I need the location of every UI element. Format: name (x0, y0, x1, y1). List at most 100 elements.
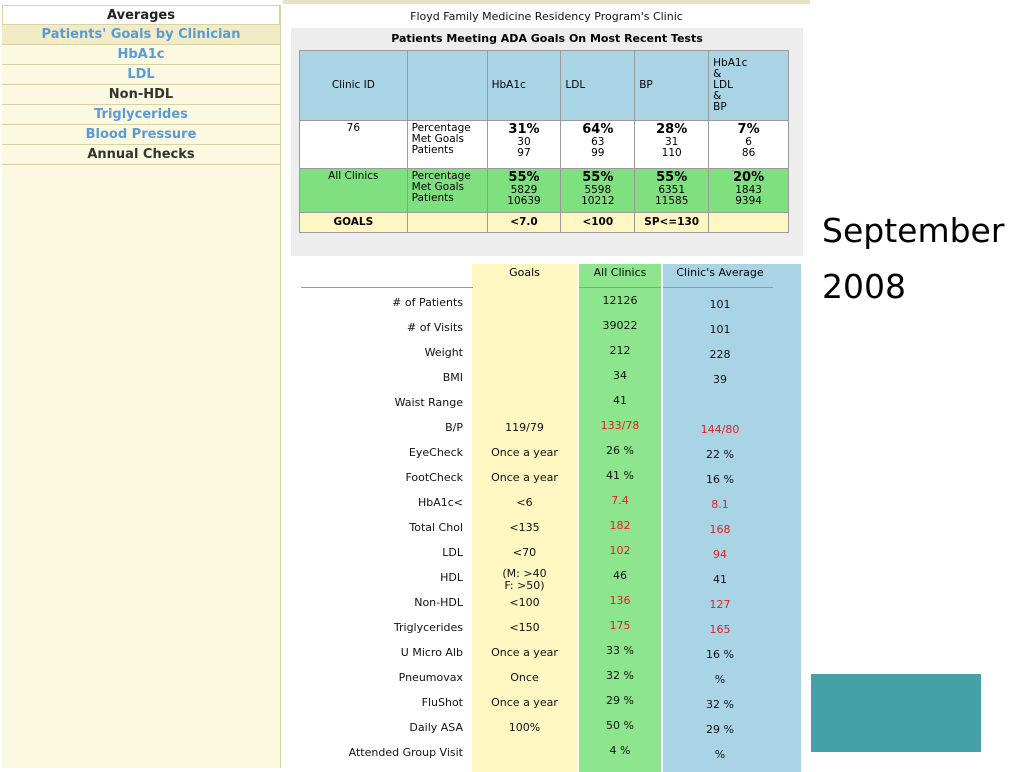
clinic-ldl-cell: 64% 63 99 (560, 120, 636, 169)
all-clinics-id-cell: All Clinics (299, 168, 408, 213)
clinic-hba1c-cell: 31% 30 97 (486, 120, 562, 169)
met-value: 1843 (735, 184, 762, 196)
nav-item-triglycerides[interactable]: Triglycerides (2, 105, 280, 125)
nav-item-patients-goals-by-clinician[interactable]: Patients' Goals by Clinician (2, 25, 280, 45)
clinic-average-value: 165 (709, 623, 731, 636)
date-month: September (822, 211, 1005, 250)
header-blank (406, 50, 488, 121)
all-clinics-value: 29 % (606, 694, 634, 707)
label-met-goals: Met Goals (411, 133, 465, 145)
goals-blank-cell (406, 212, 488, 233)
clinic-row: 76 Percentage Met Goals Patients 31% 30 … (299, 120, 789, 169)
all-clinics-value: 133/78 (600, 419, 640, 432)
row-label: # of Patients (392, 296, 463, 309)
nav-item-annual-checks[interactable]: Annual Checks (2, 145, 280, 165)
row-label: HDL (440, 571, 463, 584)
goals-label-cell: GOALS (299, 212, 408, 233)
hdl-goal-line2: F: >50) (504, 579, 545, 592)
row-label: FootCheck (405, 471, 463, 484)
all-combo-cell: 20% 1843 9394 (708, 168, 789, 213)
ada-header-row: Clinic ID HbA1c LDL BP HbA1c & LDL & BP (299, 50, 789, 121)
pct-value: 55% (582, 170, 614, 185)
all-clinics-value: 34 (613, 369, 627, 382)
goal-ldl-cell: <100 (560, 212, 636, 233)
label-patients: Patients (411, 192, 454, 204)
all-clinics-value: 4 % (609, 744, 631, 757)
met-value: 63 (591, 136, 605, 148)
clinic-average-value: % (714, 673, 726, 686)
row-label: Non-HDL (414, 596, 463, 609)
clinic-average-value: 101 (709, 323, 731, 336)
goal-value: (M: >40 (502, 567, 547, 580)
all-clinics-header: All Clinics (593, 266, 647, 279)
all-clinics-value: 46 (613, 569, 627, 582)
row-label-cell: Percentage Met Goals Patients (406, 120, 488, 169)
clinic-average-value: 127 (709, 598, 731, 611)
row-label: B/P (445, 421, 463, 434)
patients-value: 9394 (735, 195, 762, 207)
goal-combo-cell (708, 212, 789, 233)
header-divider (663, 287, 773, 288)
nav-item-hba1c[interactable]: HbA1c (2, 45, 280, 65)
nav-item-blood-pressure[interactable]: Blood Pressure (2, 125, 280, 145)
goal-value: Once a year (491, 471, 558, 484)
clinic-average-value: 168 (709, 523, 731, 536)
clinic-average-value: % (714, 748, 726, 761)
header-combo-line: LDL (713, 79, 733, 91)
goal-value: 100% (508, 721, 541, 734)
row-label: U Micro Alb (400, 646, 463, 659)
goals-column (472, 264, 577, 772)
clinic-average-value: 22 % (706, 448, 734, 461)
met-value: 5598 (584, 184, 612, 196)
header-bp: BP (634, 50, 710, 121)
all-bp-cell: 55% 6351 11585 (634, 168, 710, 213)
all-clinics-value: 12126 (602, 294, 638, 307)
nav-item-ldl[interactable]: LDL (2, 65, 280, 85)
clinic-combo-cell: 7% 6 86 (708, 120, 789, 169)
all-clinics-value: 175 (609, 619, 631, 632)
header-combo-line: & (713, 90, 722, 102)
row-label: Triglycerides (393, 621, 463, 634)
header-clinic-id: Clinic ID (299, 50, 408, 121)
header-combo-line: BP (713, 101, 727, 113)
goal-value: Once a year (491, 696, 558, 709)
all-clinics-value: 102 (609, 544, 631, 557)
goal-value: <100 (509, 596, 540, 609)
main-panel: Floyd Family Medicine Residency Program'… (283, 0, 810, 772)
clinic-average-value: 101 (709, 298, 731, 311)
goal-value: Once (510, 671, 539, 684)
header-combo: HbA1c & LDL & BP (708, 50, 789, 121)
clinic-average-value: 8.1 (711, 498, 729, 511)
met-value: 31 (665, 136, 679, 148)
row-label: Pneumovax (398, 671, 463, 684)
row-label: # of Visits (407, 321, 463, 334)
row-label: EyeCheck (408, 446, 463, 459)
all-clinics-value: 33 % (606, 644, 634, 657)
clinic-average-column (663, 264, 801, 772)
row-label: Attended Group Visit (348, 746, 463, 759)
all-clinics-value: 26 % (606, 444, 634, 457)
all-clinics-row: All Clinics Percentage Met Goals Patient… (299, 168, 789, 213)
patients-value: 86 (741, 147, 756, 159)
clinic-average-value: 16 % (706, 473, 734, 486)
goal-value: <150 (509, 621, 540, 634)
met-value: 30 (517, 136, 531, 148)
all-clinics-value: 39022 (602, 319, 638, 332)
all-clinics-value: 32 % (606, 669, 634, 682)
patients-value: 97 (517, 147, 531, 159)
all-clinics-value: 7.4 (611, 494, 629, 507)
clinic-average-value: 41 (713, 573, 727, 586)
clinic-average-value: 39 (713, 373, 727, 386)
slide-date: September 2008 (822, 203, 1022, 315)
clinic-average-header: Clinic's Average (676, 266, 764, 279)
nav-item-non-hdl[interactable]: Non-HDL (2, 85, 280, 105)
clinic-average-value: 32 % (706, 698, 734, 711)
row-label: HbA1c< (417, 496, 463, 509)
clinic-average-value: 228 (709, 348, 731, 361)
nav-item-averages[interactable]: Averages (2, 5, 280, 25)
patients-value: 10212 (581, 195, 615, 207)
date-year: 2008 (822, 267, 906, 306)
all-hba1c-cell: 55% 5829 10639 (486, 168, 562, 213)
pct-value: 55% (508, 170, 540, 185)
goal-value: Once a year (491, 646, 558, 659)
